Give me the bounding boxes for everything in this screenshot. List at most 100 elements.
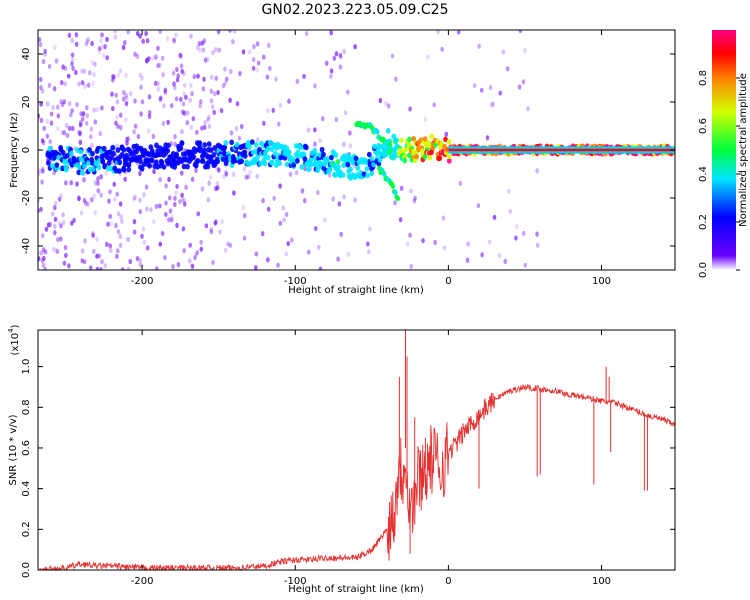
spectrogram-noise-cell (195, 129, 199, 135)
spectrogram-noise-cell (160, 230, 165, 237)
spectrogram-noise-cell (173, 141, 177, 147)
spectrogram-noise-cell (162, 103, 166, 109)
spectrogram-signal-cell (348, 166, 353, 173)
spectrogram-noise-cell (209, 74, 214, 80)
spectrogram-noise-cell (113, 34, 118, 40)
spectrogram-noise-cell (480, 252, 484, 258)
spectrogram-noise-cell (189, 124, 193, 131)
spectrogram-noise-cell (61, 219, 66, 226)
spectrogram-noise-cell (231, 171, 236, 178)
spectrogram-noise-cell (42, 125, 47, 132)
spectrogram-noise-cell (106, 221, 110, 227)
spectrogram-noise-cell (523, 47, 527, 54)
colorbar-tick-label: 0.4 (698, 166, 709, 182)
spectrogram-noise-cell (175, 66, 179, 73)
spectrogram-noise-cell (44, 226, 49, 232)
spectrogram-noise-cell (79, 210, 84, 216)
spectrogram-noise-cell (320, 116, 325, 122)
spectrogram-noise-cell (409, 188, 413, 194)
spectrogram-noise-cell (271, 107, 276, 113)
spectrogram-noise-cell (145, 38, 150, 44)
spectrogram-noise-cell (508, 208, 513, 215)
spectrogram-noise-cell (342, 194, 346, 200)
snr-line (38, 383, 676, 572)
spectrogram-noise-cell (141, 226, 146, 232)
spectrogram-noise-cell (91, 80, 95, 87)
spectrogram-noise-cell (368, 226, 372, 232)
spectrogram-noise-cell (386, 103, 391, 109)
spectrogram-noise-cell (515, 223, 519, 230)
spectrogram-noise-cell (248, 169, 253, 175)
colorbar-tick-label: 0.8 (698, 70, 709, 86)
spectrogram-noise-cell (58, 236, 63, 242)
spectrogram-noise-cell (78, 139, 83, 145)
spectrogram-noise-cell (119, 214, 123, 220)
snr-xlabel: Height of straight line (km) (288, 584, 424, 595)
spectrogram-noise-cell (425, 54, 430, 60)
spectrogram-noise-cell (342, 141, 346, 147)
spectrogram-noise-cell (237, 135, 242, 141)
spectrogram-noise-cell (47, 63, 52, 70)
snr-panel: -200 -100 0 100 0.0 0.2 0.4 0.6 0.8 1.0 Height of… (7, 324, 676, 595)
spectrogram-noise-cell (91, 230, 95, 237)
spectrogram-noise-cell (490, 101, 495, 107)
spectrogram-noise-cell (535, 168, 539, 174)
snr-multiplier-exp: 4 (7, 328, 15, 333)
spectrogram-noise-cell (116, 248, 120, 254)
spectrogram-noise-cell (128, 91, 133, 97)
spectrogram-noise-cell (184, 94, 188, 100)
spectrogram-signal-cell (46, 160, 51, 166)
spectrogram-noise-cell (182, 91, 186, 97)
spectrogram-noise-cell (313, 225, 318, 232)
spectrogram-noise-cell (118, 242, 123, 248)
spectrogram-noise-cell (302, 73, 306, 80)
spectrogram-noise-cell (75, 181, 79, 187)
spectrogram-noise-cell (85, 38, 90, 44)
spectrogram-signal-cell (201, 147, 207, 154)
spectrogram-signal-cell (111, 150, 116, 157)
spectrogram-noise-cell (209, 98, 214, 104)
spectrogram-noise-cell (195, 249, 200, 256)
spectrogram-signal-cell (291, 162, 297, 168)
snr-xtick-label: 0 (445, 576, 451, 587)
spectrogram-noise-cell (235, 101, 240, 107)
spectrogram-noise-cell (53, 200, 58, 206)
spectrogram-noise-cell (179, 63, 184, 69)
spectrogram-signal-cell (333, 172, 339, 178)
spectrogram-noise-cell (421, 237, 425, 244)
spectrogram-signal-cell (178, 145, 184, 152)
spectrogram-noise-cell (172, 37, 176, 43)
spectrogram-noise-cell (274, 76, 278, 82)
spectrogram-noise-cell (93, 61, 97, 67)
spectrogram-noise-cell (176, 261, 181, 268)
spectrogram-noise-cell (346, 89, 350, 95)
spectrogram-noise-cell (198, 103, 203, 109)
spectrogram-signal-cell (149, 157, 155, 164)
spectrogram-signal-cell (215, 158, 220, 165)
spectrogram-noise-cell (318, 138, 322, 144)
spectrogram-signal-cell (446, 158, 452, 164)
spectrogram-noise-cell (135, 256, 140, 262)
spectrogram-noise-cell (49, 111, 54, 117)
spectrogram-noise-cell (535, 242, 540, 248)
spectrogram-noise-cell (207, 123, 212, 130)
spectrogram-noise-cell (70, 37, 74, 44)
colorbar-tick-label: 0.6 (698, 118, 709, 134)
spectrogram-signal-cell (427, 154, 433, 161)
spectrogram-noise-cell (206, 197, 211, 203)
spectrogram-noise-cell (261, 54, 266, 60)
spectrogram-noise-cell (346, 251, 351, 257)
spectrogram-noise-cell (200, 186, 205, 192)
spectrogram-signal-cell (117, 159, 123, 166)
spectrogram-signal-cell (100, 158, 106, 164)
spectrogram-signal-cell (446, 139, 452, 145)
spectrogram-branch-cell (375, 129, 380, 135)
colorbar-tick-label: 0.0 (698, 262, 709, 278)
spectrogram-ytick-label: 40 (21, 48, 32, 61)
spectrogram-noise-cell (300, 188, 305, 194)
spectrogram-signal-cell (185, 163, 190, 170)
figure-title: GN02.2023.223.05.09.C25 (262, 2, 449, 18)
spectrogram-noise-cell (242, 166, 247, 172)
spectrogram-signal-cell (277, 160, 282, 167)
spectrogram-signal-cell (420, 148, 425, 154)
